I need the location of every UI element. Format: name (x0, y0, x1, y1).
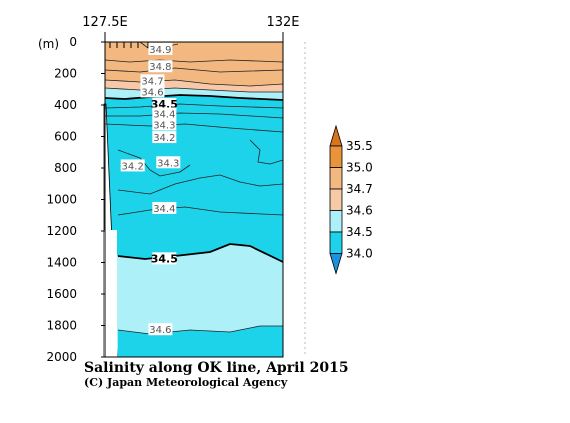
contour-label: 34.5 (151, 252, 178, 265)
y-tick-label: 0 (69, 35, 77, 49)
colorbar-segment (329, 167, 343, 190)
contour-labels: 34.934.834.734.634.534.434.334.234.2 34.3… (120, 42, 181, 336)
contour-34-3-mid (117, 174, 284, 195)
y-tick-label: 200 (54, 67, 77, 81)
y-tick-label: 2000 (46, 350, 77, 364)
contour-label-bg (148, 323, 173, 336)
colorbar-segment (329, 188, 343, 211)
y-tick-label: 400 (54, 98, 77, 112)
contour-label-bg (140, 85, 165, 98)
y-tick-label: 600 (54, 130, 77, 144)
y-tick-label: 1600 (46, 287, 77, 301)
contour-label-bg (156, 156, 181, 169)
contour-label-bg (148, 60, 173, 73)
contour-label: 34.2 (122, 161, 144, 172)
contour-34-5-deep (117, 243, 284, 263)
contour-label-bg (120, 159, 145, 172)
colorbar-level-label: 34.5 (346, 225, 373, 239)
contour-label-bg (152, 98, 177, 110)
band-34-0-34-5-mid (105, 95, 283, 262)
colorbar-level-label: 35.5 (346, 139, 373, 153)
contour-label: 34.6 (149, 325, 171, 336)
contour-label: 34.8 (149, 62, 171, 73)
y-tick-label: 1800 (46, 319, 77, 333)
colorbar: 35.5 35.0 34.7 34.6 34.5 34.0 (329, 124, 373, 275)
contour-34-3-right (249, 139, 284, 165)
contour-34-3-upper (105, 112, 284, 119)
lon-label-right: 132E (266, 15, 299, 30)
colorbar-bottom-triangle (329, 253, 343, 275)
colorbar-level-label: 34.0 (346, 247, 373, 261)
y-unit-label: (m) (38, 37, 59, 51)
chart-title: Salinity along OK line, April 2015 (84, 360, 349, 376)
contour-lines (104, 41, 284, 335)
contour-34-6-deep (117, 325, 283, 335)
contour-label: 34.6 (141, 87, 163, 98)
contour-label-bg (152, 201, 177, 214)
contour-34-2-upper (104, 123, 284, 133)
topography-mask-block (104, 230, 117, 357)
colorbar-segment (329, 145, 343, 168)
colorbar-segment (329, 231, 343, 254)
colorbar-level-label: 35.0 (346, 161, 373, 175)
station-ticks (109, 42, 149, 48)
contour-label-bg (152, 131, 177, 144)
colorbar-level-label: 34.6 (346, 204, 373, 218)
contour-label-bg (148, 42, 173, 55)
contour-label-bg (152, 118, 177, 131)
contour-34-8b (104, 67, 284, 73)
colorbar-level-label: 34.7 (346, 182, 373, 196)
contour-label: 34.4 (153, 204, 175, 215)
contour-label: 34.7 (141, 76, 163, 87)
y-tick-label: 800 (54, 161, 77, 175)
contour-label-bg (152, 107, 177, 120)
contour-label: 34.2 (153, 133, 175, 144)
contour-34-7 (104, 79, 284, 87)
y-tick-label: 1400 (46, 256, 77, 270)
contour-34-4-upper (104, 103, 284, 109)
contour-34-2-mid (117, 149, 191, 177)
contour-label: 34.4 (153, 109, 175, 120)
contour-label: 34.9 (149, 45, 171, 56)
colorbar-segment (329, 210, 343, 233)
y-tick-label: 1200 (46, 224, 77, 238)
y-tick-label: 1000 (46, 193, 77, 207)
contour-34-4-mid (117, 206, 284, 216)
contour-label-bg (152, 252, 177, 265)
lon-label-left: 127.5E (82, 15, 127, 30)
contour-label: 34.3 (153, 120, 175, 131)
y-axis: 0 200 400 600 800 1000 1200 1400 1600 1800 2000 (46, 35, 105, 364)
contour-label-bg (140, 74, 165, 87)
colorbar-top-triangle (329, 124, 343, 147)
credit-text: (C) Japan Meteorological Agency (84, 376, 288, 389)
contour-34-5-upper (104, 94, 284, 101)
contour-34-6 (104, 87, 283, 93)
contour-34-8 (104, 59, 284, 63)
band-34-7-35-0 (105, 42, 283, 86)
contour-lines-bold (104, 94, 284, 263)
contour-label: 34.3 (157, 158, 179, 169)
